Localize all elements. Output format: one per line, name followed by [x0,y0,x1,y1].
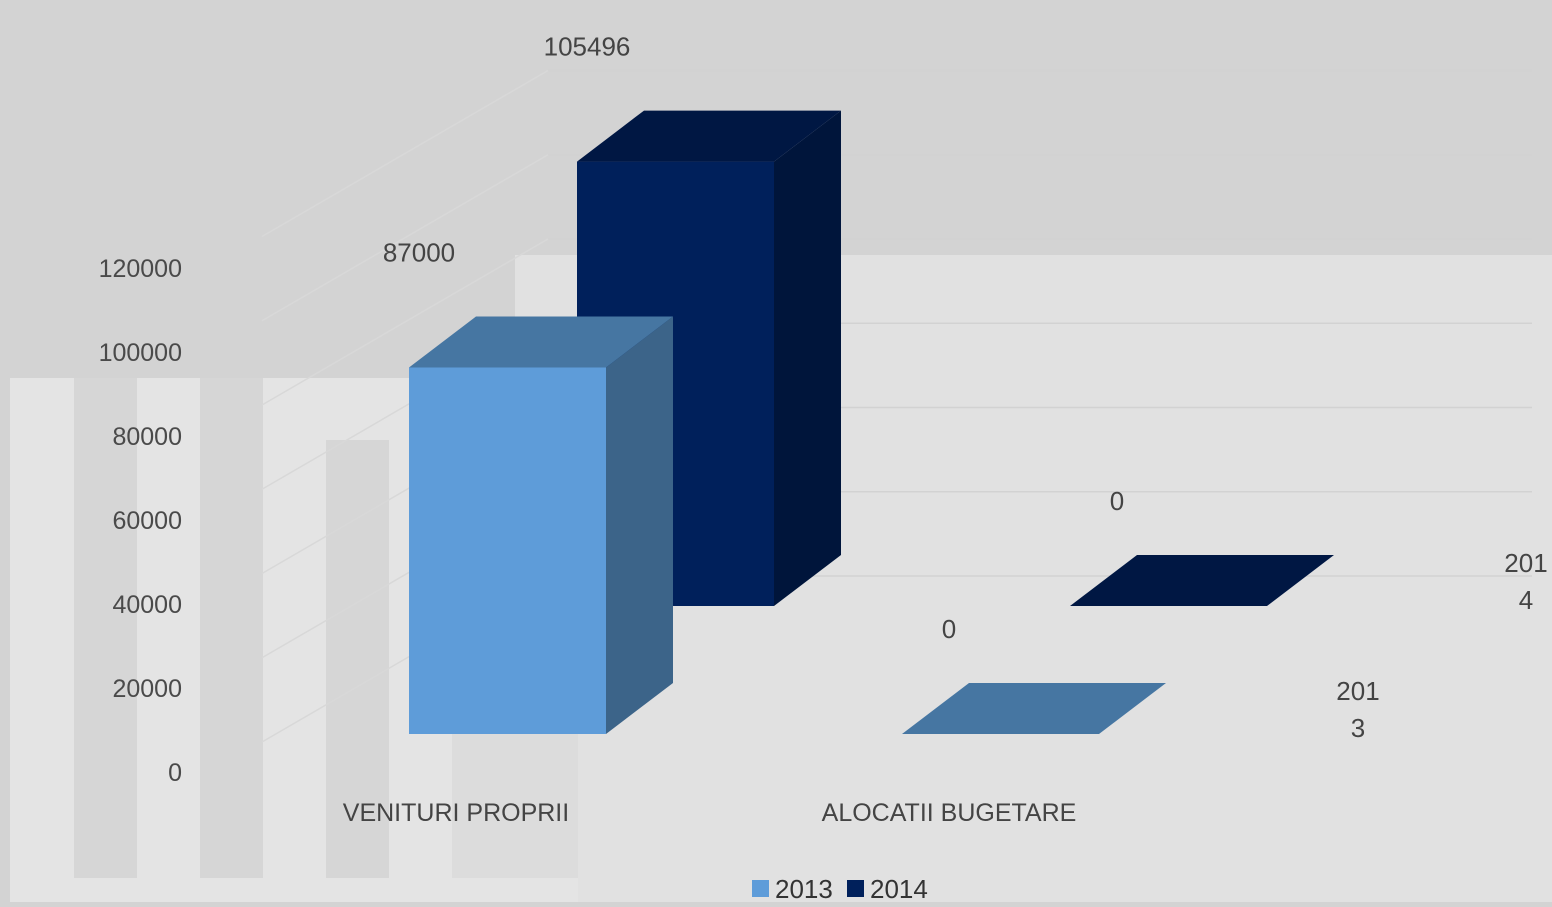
bar-2013-0 [409,316,673,734]
gridline-side [261,154,549,322]
y-tick-label: 40000 [112,591,182,619]
gridline-side [261,238,549,406]
legend-label: 2013 [775,874,833,902]
bar-side-face [606,316,673,734]
y-axis-tick-labels: 0 20000 40000 60000 80000 100000 120000 [99,255,182,787]
bar-top-face [577,110,841,162]
y-tick-label: 80000 [112,423,182,451]
y-tick-label: 60000 [112,507,182,535]
depth-axis-label: 201 [1504,548,1547,578]
bars [409,110,1334,734]
category-label: VENITURI PROPRII [343,799,569,827]
y-tick-label: 20000 [112,675,182,703]
data-label: 0 [942,614,956,644]
depth-axis-labels: 201 3 201 4 [1336,548,1547,743]
bar-front-face [409,367,606,734]
depth-axis-label: 4 [1519,585,1533,615]
gridline-side [261,69,549,238]
bar-side-face [774,110,841,606]
y-tick-label: 120000 [99,255,182,283]
y-tick-label: 0 [168,759,182,787]
depth-axis-label: 201 [1336,676,1379,706]
data-labels: 105496 0 87000 0 [383,32,1124,644]
bar-top-face [409,316,673,368]
category-labels: VENITURI PROPRII ALOCATII BUGETARE [343,799,1077,827]
bar-2013-1 [902,683,1166,734]
legend-swatch [752,880,769,897]
data-label: 105496 [544,32,631,62]
y-tick-label: 100000 [99,339,182,367]
data-label: 87000 [383,238,455,268]
legend: 2013 2014 [752,874,928,904]
depth-axis-label: 3 [1351,713,1365,743]
category-label: ALOCATII BUGETARE [822,799,1077,827]
bar-2014-1 [1070,555,1334,606]
data-label: 0 [1110,486,1124,516]
legend-swatch [847,880,864,897]
legend-label: 2014 [870,874,928,902]
bar-top-face [902,683,1166,734]
bar-top-face [1070,555,1334,606]
